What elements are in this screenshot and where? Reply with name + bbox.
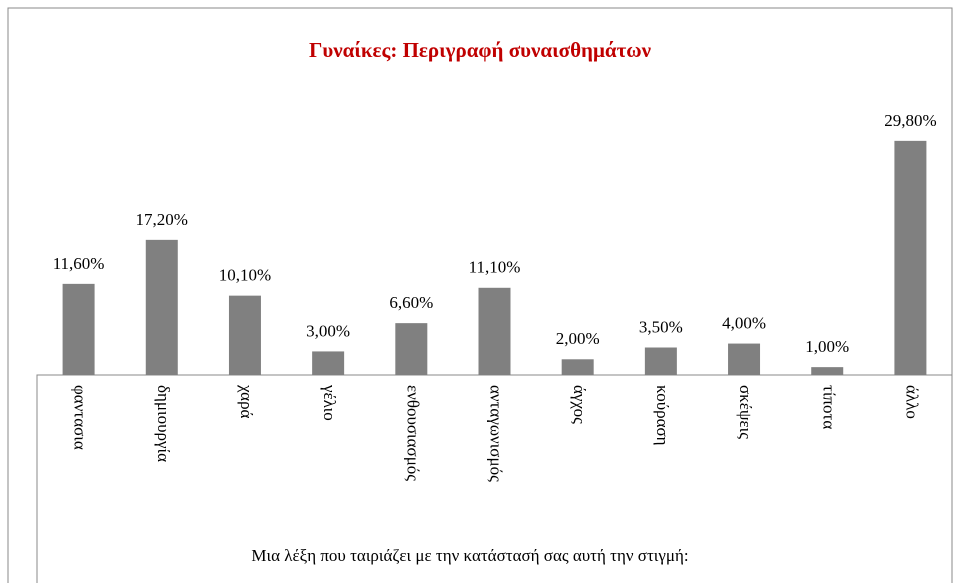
chart-title: Γυναίκες: Περιγραφή συναισθημάτων	[309, 38, 652, 62]
bar	[145, 239, 178, 375]
value-label: 4,00%	[722, 313, 766, 332]
x-tick-label: χαρά	[237, 384, 256, 419]
bar	[894, 140, 927, 375]
bar	[811, 367, 844, 375]
bar	[62, 283, 95, 375]
x-tick-label: κούραση	[653, 385, 672, 446]
value-label: 3,00%	[306, 321, 350, 340]
x-axis-label: Μια λέξη που ταιριάζει με την κατάστασή …	[251, 546, 688, 565]
x-tick-label: φαντασια	[71, 385, 90, 450]
x-tick-label: τίποτα	[819, 385, 838, 429]
value-label: 11,10%	[469, 258, 521, 277]
x-tick-label: δημιουργία	[154, 385, 173, 462]
value-label: 2,00%	[556, 329, 600, 348]
bar	[395, 323, 428, 375]
x-tick-label: ανταγωνισμός	[487, 385, 506, 482]
x-tick-label: σκέψεις	[736, 385, 755, 439]
bar	[478, 287, 511, 375]
bar	[561, 359, 594, 375]
value-label: 3,50%	[639, 317, 683, 336]
value-label: 17,20%	[136, 210, 188, 229]
x-tick-label: άλλο	[903, 385, 922, 419]
x-tick-label: ενθουσιασμός	[403, 385, 422, 481]
x-tick-label: γέλιο	[320, 384, 339, 421]
value-label: 6,60%	[389, 293, 433, 312]
bar	[228, 295, 261, 375]
value-label: 10,10%	[219, 266, 271, 285]
value-label: 29,80%	[884, 111, 936, 130]
x-tick-label: άγχος	[570, 385, 589, 424]
bar	[728, 343, 761, 375]
bar	[644, 347, 677, 375]
value-label: 1,00%	[805, 337, 849, 356]
bar	[312, 351, 345, 375]
value-label: 11,60%	[53, 254, 105, 273]
